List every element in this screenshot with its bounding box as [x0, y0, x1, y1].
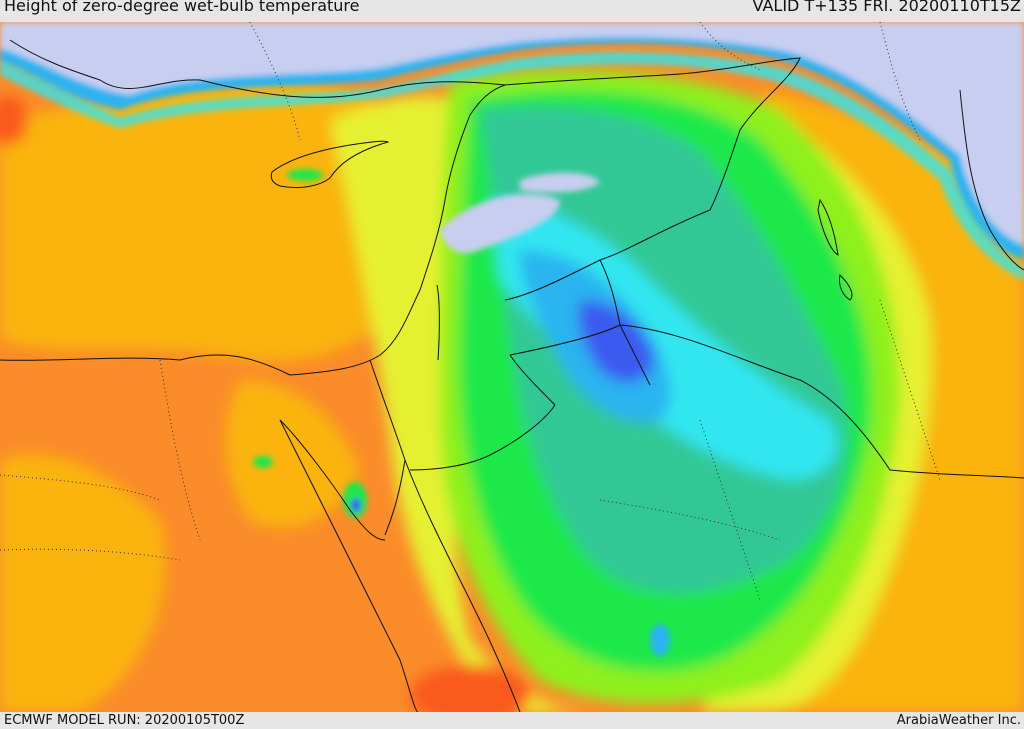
coast-gulf-suez: [279, 419, 386, 541]
admin-borders: [0, 22, 941, 601]
coast-red-sea-east: [404, 459, 521, 712]
coast-lake-2: [839, 273, 853, 301]
field-south-spot: [650, 624, 670, 656]
field-gold-southwest: [0, 454, 166, 712]
field-sinai-core: [351, 498, 361, 512]
field-cyprus-spot: [287, 169, 323, 181]
coast-caspian-lake: [817, 198, 839, 257]
field-lebanon-cold: [440, 194, 560, 254]
field-hotspot-west: [0, 95, 28, 145]
borders: [369, 57, 1024, 479]
weather-map[interactable]: [0, 22, 1024, 712]
map-canvas: [0, 22, 1024, 712]
field-syria-cold: [520, 172, 600, 193]
field-hotspot-south: [410, 665, 530, 712]
field-egypt-spot: [253, 456, 273, 468]
border-iraq-saudi: [599, 259, 1024, 479]
border-egypt-israel: [369, 359, 406, 461]
field-blue-core: [578, 300, 655, 383]
coast-cyprus: [270, 140, 390, 189]
coast-mediterranean: [0, 84, 506, 376]
coast-gulf-aqaba: [384, 459, 406, 536]
coast-red-sea-west: [279, 419, 419, 712]
coast-dead-sea: [436, 284, 440, 361]
field-gold-center: [226, 380, 360, 528]
map-footer: ECMWF MODEL RUN: 20200105T00Z ArabiaWeat…: [0, 712, 1024, 729]
field-north-lavender: [0, 22, 1024, 245]
border-jordan-west: [409, 354, 556, 471]
model-run-label: ECMWF MODEL RUN: 20200105T00Z: [4, 713, 245, 728]
valid-time: VALID T+135 FRI. 20200110T15Z: [752, 0, 1021, 15]
map-title: Height of zero-degree wet-bulb temperatu…: [4, 0, 360, 15]
coast-persian-gulf: [959, 89, 1024, 271]
border-jordan-saudi: [509, 324, 651, 386]
map-header: Height of zero-degree wet-bulb temperatu…: [0, 0, 1024, 22]
field-yellow-levant: [330, 96, 600, 712]
coastlines: [0, 39, 1024, 712]
credit-label: ArabiaWeather Inc.: [896, 713, 1021, 728]
coast-turkey: [9, 39, 506, 98]
field-gold-west: [0, 76, 430, 362]
field-north-blue-band: [0, 22, 1024, 260]
